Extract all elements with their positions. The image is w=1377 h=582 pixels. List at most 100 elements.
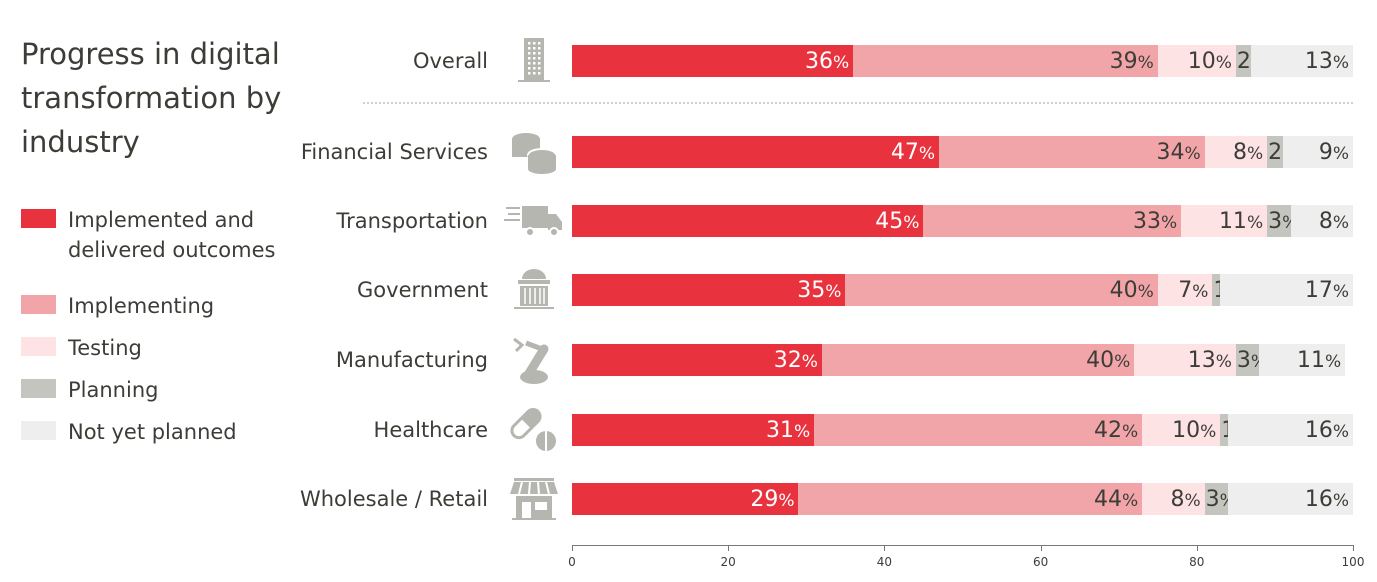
legend-label: Implementing bbox=[68, 294, 215, 318]
bar-segment bbox=[1267, 205, 1291, 237]
bar-segment bbox=[1259, 344, 1346, 376]
category-label: Manufacturing bbox=[335, 348, 488, 372]
building-icon bbox=[504, 36, 564, 86]
stacked-bar: 47%34%8%2%9% bbox=[572, 136, 1353, 168]
bar-segment bbox=[1220, 274, 1353, 306]
data-label: 16% bbox=[1304, 487, 1349, 512]
data-label: 8% bbox=[1232, 140, 1264, 165]
bar-segment bbox=[1134, 344, 1236, 376]
bar-segment bbox=[1228, 483, 1353, 515]
data-label: 39% bbox=[1109, 49, 1154, 74]
pills-icon bbox=[504, 405, 564, 455]
data-label: 11% bbox=[1297, 348, 1342, 373]
bar-segment bbox=[845, 274, 1158, 306]
bar-segment bbox=[572, 483, 799, 515]
government-building-icon bbox=[504, 265, 564, 315]
x-tick-label: 80 bbox=[1189, 555, 1205, 569]
data-label: 16% bbox=[1304, 418, 1349, 443]
category-label: Financial Services bbox=[300, 140, 488, 164]
x-tick bbox=[1196, 545, 1198, 551]
overall-separator bbox=[363, 102, 1353, 104]
data-label: 47% bbox=[890, 140, 936, 165]
legend-swatch bbox=[21, 421, 56, 440]
coins-icon bbox=[504, 127, 564, 177]
data-label: 29% bbox=[750, 487, 795, 512]
x-axis bbox=[572, 545, 1353, 546]
bar-segment bbox=[572, 414, 815, 446]
data-label: 9% bbox=[1318, 140, 1349, 165]
truck-icon bbox=[504, 196, 564, 246]
category-label: Overall bbox=[412, 49, 488, 73]
data-label: 40% bbox=[1086, 348, 1131, 373]
bar-segment bbox=[572, 344, 822, 376]
bar-segment bbox=[1142, 483, 1205, 515]
bar-segment bbox=[1235, 344, 1260, 376]
bar-segment bbox=[1251, 45, 1353, 77]
bar-segment bbox=[572, 274, 846, 306]
x-tick bbox=[1040, 545, 1042, 551]
data-label: 11% bbox=[1218, 209, 1264, 234]
legend-swatch bbox=[21, 209, 56, 228]
data-label: 45% bbox=[875, 209, 920, 234]
data-label: 34% bbox=[1156, 140, 1201, 165]
x-tick bbox=[572, 545, 573, 551]
data-label: 33% bbox=[1133, 209, 1178, 234]
store-icon bbox=[504, 474, 564, 524]
bar-segment bbox=[814, 414, 1143, 446]
x-tick-label: 100 bbox=[1341, 555, 1365, 569]
bar-segment bbox=[1235, 45, 1252, 77]
category-label: Transportation bbox=[336, 209, 488, 233]
bar-segment bbox=[798, 483, 1143, 515]
stacked-bar: 35%40%7%1%17% bbox=[572, 274, 1353, 306]
bar-segment bbox=[1181, 205, 1268, 237]
bar-segment bbox=[1142, 414, 1221, 446]
data-label: 10% bbox=[1187, 49, 1232, 74]
legend-label: Testing bbox=[68, 336, 142, 360]
category-label: Wholesale / Retail bbox=[299, 487, 488, 511]
category-label: Government bbox=[357, 278, 488, 302]
bar-segment bbox=[572, 45, 854, 77]
bar-segment bbox=[572, 205, 924, 237]
bar-segment bbox=[1228, 414, 1353, 446]
legend-label: Planning bbox=[68, 378, 159, 402]
x-tick-label: 60 bbox=[1032, 555, 1049, 569]
legend-label: Implemented and delivered outcomes bbox=[68, 208, 276, 262]
bar-segment bbox=[1220, 414, 1229, 446]
bar-segment bbox=[853, 45, 1158, 77]
bar-segment bbox=[1157, 45, 1236, 77]
legend-swatch bbox=[21, 379, 56, 398]
bar-segment bbox=[821, 344, 1135, 376]
robot-arm-icon bbox=[504, 335, 564, 385]
data-label: 31% bbox=[765, 418, 811, 443]
legend-label: Not yet planned bbox=[68, 420, 237, 444]
stacked-bar: 32%40%13%3%11% bbox=[572, 344, 1353, 376]
bar-segment bbox=[1204, 136, 1268, 168]
x-tick bbox=[884, 545, 886, 551]
bar-segment bbox=[939, 136, 1205, 168]
x-tick-label: 0 bbox=[568, 555, 576, 569]
bar-segment bbox=[923, 205, 1182, 237]
x-tick-label: 20 bbox=[720, 555, 736, 569]
x-tick bbox=[1353, 545, 1354, 551]
data-label: 35% bbox=[797, 278, 842, 303]
x-tick bbox=[728, 545, 730, 551]
bar-segment bbox=[572, 136, 940, 168]
data-label: 36% bbox=[805, 49, 850, 74]
bar-segment bbox=[1204, 483, 1229, 515]
data-label: 8% bbox=[1170, 487, 1201, 512]
data-label: 32% bbox=[773, 348, 818, 373]
legend-swatch bbox=[21, 295, 56, 314]
legend-swatch bbox=[21, 337, 56, 356]
stacked-bar: 36%39%10%2%13% bbox=[572, 45, 1353, 77]
stacked-bar: 31%42%10%1%16% bbox=[572, 414, 1353, 446]
data-label: 13% bbox=[1304, 49, 1349, 74]
data-label: 7% bbox=[1178, 278, 1209, 303]
data-label: 17% bbox=[1304, 278, 1349, 303]
data-label: 44% bbox=[1093, 487, 1139, 512]
data-label: 8% bbox=[1318, 209, 1349, 234]
bar-segment bbox=[1282, 136, 1353, 168]
stacked-bar: 29%44%8%3%16% bbox=[572, 483, 1353, 515]
data-label: 13% bbox=[1187, 348, 1232, 373]
bar-segment bbox=[1290, 205, 1353, 237]
